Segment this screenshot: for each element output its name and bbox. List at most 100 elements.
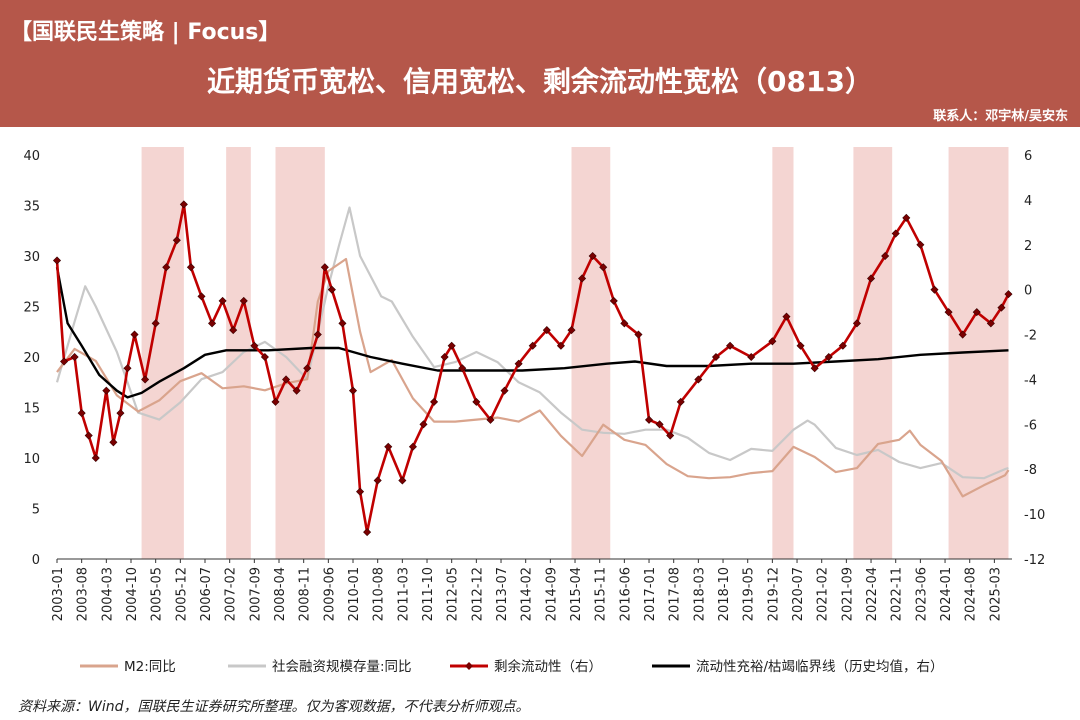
surplus-liquidity-point [944,308,953,317]
surplus-liquidity-point [838,341,847,350]
x-tick-label: 2007-09 [248,567,263,621]
surplus-liquidity-point [260,352,269,362]
x-tick-label: 2025-03 [988,567,1003,621]
surplus-liquidity-point [916,240,925,249]
x-tick-label: 2022-11 [890,567,905,621]
surplus-liquidity-point [229,326,238,335]
x-tick-label: 2020-07 [791,567,806,621]
x-tick-label: 2016-06 [618,567,633,621]
surplus-liquidity-point [1004,290,1013,299]
surplus-liquidity-point [824,352,833,362]
left-axis: 0 5 10 15 20 25 30 35 40 [23,149,40,568]
surplus-liquidity-point [102,386,111,395]
surplus-liquidity-point [52,256,62,265]
shaded-period [772,147,794,559]
surplus-liquidity-point [250,341,259,350]
surplus-liquidity-point [327,285,336,294]
surplus-liquidity-point [852,319,861,328]
surplus-liquidity-point [197,292,206,301]
surplus-liquidity-point [91,453,100,463]
surplus-liquidity-point [588,251,597,261]
surplus-liquidity-point [398,476,407,485]
surplus-liquidity-point [408,442,417,451]
x-tick-label: 2022-04 [865,567,880,621]
surplus-liquidity-point [542,326,551,335]
shaded-period [853,147,893,559]
surplus-liquidity-point [130,330,139,339]
x-tick-label: 2012-05 [446,567,461,621]
surplus-liquidity-point [768,337,777,346]
surplus-liquidity-point [109,438,118,447]
surplus-liquidity-point [303,364,312,373]
surplus-liquidity-point [363,528,372,537]
surplus-liquidity-point [747,352,756,362]
x-tick-label: 2010-01 [347,567,362,621]
y-left-tick-label: 10 [23,452,40,467]
y-right-tick-label: 2 [1024,239,1032,254]
surplus-liquidity-point [447,341,456,350]
surplus-liquidity-point [458,364,467,373]
surplus-liquidity-point [711,352,721,362]
x-tick-label: 2011-03 [396,567,411,621]
x-tick-label: 2007-02 [224,567,239,621]
surplus-liquidity-point [208,319,217,328]
source-note: 资料来源：Wind，国联民生证券研究所整理。仅为客观数据，不代表分析师观点。 [18,699,530,715]
legend-marker [465,662,473,670]
x-tick-label: 2014-09 [544,567,559,621]
surplus-liquidity-point [419,420,428,429]
x-tick-label: 2021-02 [816,567,831,621]
surplus-liquidity-point [556,341,565,350]
x-tick-label: 2024-08 [964,567,979,621]
y-left-tick-label: 20 [23,351,40,366]
surplus-liquidity-point [313,330,322,339]
x-tick-label: 2023-06 [914,567,929,621]
surplus-liquidity-point [986,319,995,328]
surplus-liquidity-point [810,364,819,373]
surplus-liquidity-point [320,263,329,272]
surplus-liquidity-point [338,319,347,328]
legend-label: 社会融资规模存量:同比 [272,659,412,675]
surplus-liquidity-point [373,476,382,485]
surplus-liquidity-point [620,319,629,328]
surplus-liquidity-point [881,251,890,261]
x-tick-label: 2003-01 [51,567,66,621]
x-tick-label: 2018-10 [717,567,732,621]
x-tick-label: 2008-04 [273,567,288,621]
surplus-liquidity-point [116,409,125,418]
surplus-liquidity-point [472,397,481,406]
surplus-liquidity-point [578,274,587,283]
chart-legend: M2:同比 社会融资规模存量:同比 剩余流动性（右） 流动性充裕/枯竭临界线（历史均值… [80,658,944,675]
surplus-liquidity-point [151,319,160,328]
surplus-liquidity-point [179,200,188,209]
x-tick-label: 2013-07 [495,567,510,621]
x-axis: 2003-01 2003-08 2004-03 2004-10 2005-05 2005-… [51,558,1012,621]
surplus-liquidity-point [84,431,93,440]
shaded-periods [141,147,1009,559]
legend-label: M2:同比 [124,659,176,675]
surplus-liquidity-point [123,364,132,373]
x-tick-label: 2005-12 [174,567,189,621]
legend-label: 流动性充裕/枯竭临界线（历史均值，右） [696,659,944,675]
x-tick-label: 2014-02 [520,567,535,621]
surplus-liquidity-point [292,386,301,395]
surplus-liquidity-point [500,386,509,395]
surplus-liquidity-point [430,397,439,406]
brand-label: 【国联民生策略 | Focus】 [10,20,281,45]
x-tick-label: 2021-09 [840,567,855,621]
threshold-line [55,266,1009,399]
x-tick-label: 2004-10 [125,567,140,621]
surplus-liquidity-point [655,420,664,429]
shaded-period [141,147,184,559]
social-financing-line [55,206,1009,480]
surplus-liquidity-point [902,213,911,222]
x-tick-label: 2012-12 [470,567,485,621]
surplus-liquidity-point [796,341,805,350]
surplus-liquidity-point [60,357,69,366]
y-right-tick-label: 4 [1024,194,1032,209]
shaded-period [275,147,325,559]
shaded-period [571,147,611,559]
y-left-tick-label: 25 [23,301,40,316]
surplus-liquidity-point [930,285,939,294]
x-tick-label: 2017-08 [668,567,683,621]
y-left-tick-label: 35 [23,200,40,215]
